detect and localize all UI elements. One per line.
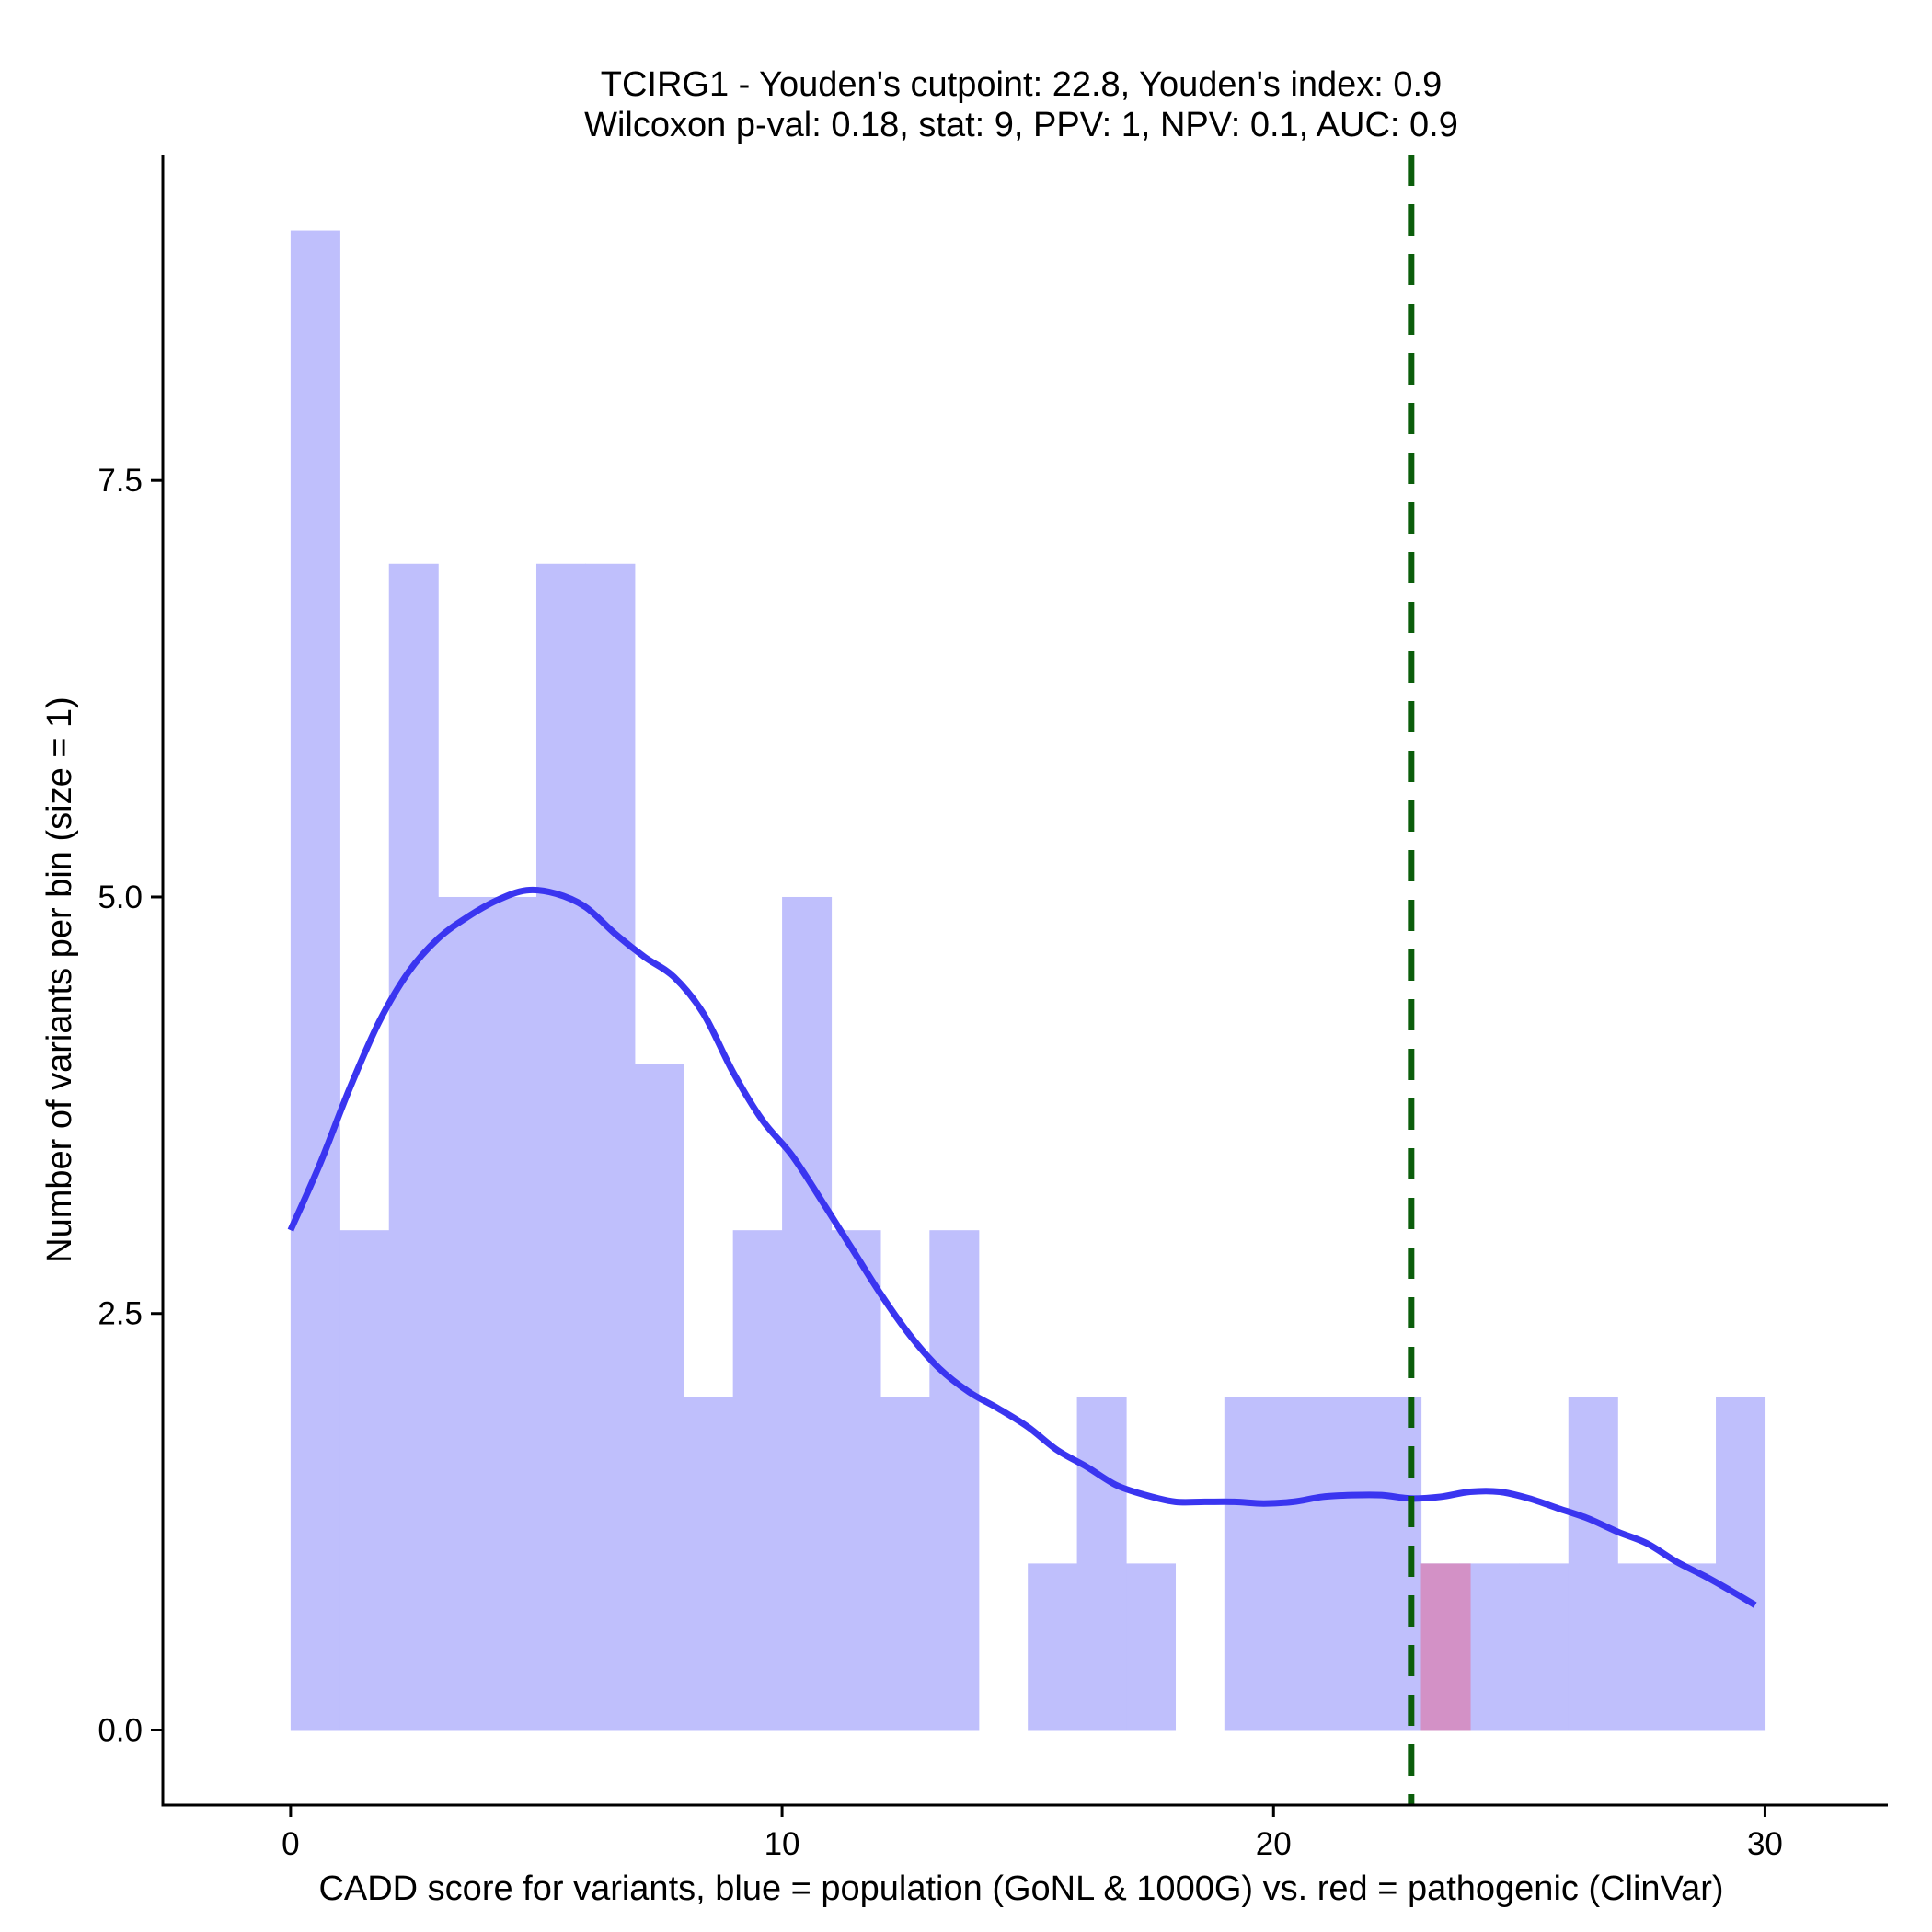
population-bar-3 (438, 896, 489, 1731)
chart-title-line1: TCIRG1 - Youden's cutpoint: 22.8, Youden… (601, 65, 1443, 104)
population-bar-15 (1028, 1563, 1078, 1731)
x-axis-label: CADD score for variants, blue = populati… (318, 1869, 1723, 1908)
y-tick-label: 5.0 (98, 880, 143, 915)
population-bar-28 (1666, 1563, 1717, 1731)
x-tick-label: 0 (282, 1826, 299, 1862)
population-bar-26 (1568, 1397, 1618, 1731)
population-bar-24 (1469, 1563, 1520, 1731)
pathogenic-bars (1420, 1563, 1471, 1731)
population-bar-7 (634, 1064, 684, 1731)
population-bar-21 (1322, 1397, 1373, 1731)
population-density-curve (287, 886, 1757, 1608)
population-bar-9 (732, 1230, 783, 1731)
x-tick-label: 30 (1747, 1826, 1783, 1862)
population-bar-19 (1224, 1397, 1274, 1731)
population-bar-2 (388, 563, 439, 1731)
population-bar-4 (487, 896, 537, 1731)
population-bar-13 (929, 1230, 980, 1731)
population-bars (290, 230, 1766, 1731)
population-bar-17 (1126, 1563, 1177, 1731)
population-bar-6 (585, 563, 636, 1731)
population-bar-5 (535, 563, 587, 1731)
population-bar-8 (684, 1397, 734, 1731)
x-tick-label: 20 (1256, 1826, 1292, 1862)
x-axis-ticks: 0 10 20 30 (282, 1805, 1783, 1862)
population-bar-10 (782, 896, 833, 1731)
population-bar-1 (339, 1230, 390, 1731)
pathogenic-bar-23 (1420, 1563, 1471, 1731)
population-bar-20 (1273, 1397, 1324, 1731)
population-bar-11 (831, 1230, 881, 1731)
y-axis-ticks: 0.0 2.5 5.0 7.5 (98, 463, 163, 1749)
y-tick-label: 2.5 (98, 1296, 143, 1332)
x-tick-label: 10 (765, 1826, 800, 1862)
population-bar-27 (1617, 1563, 1668, 1731)
chart-title-line2: Wilcoxon p-val: 0.18, stat: 9, PPV: 1, N… (584, 106, 1458, 144)
y-tick-label: 0.0 (98, 1713, 143, 1749)
y-tick-label: 7.5 (98, 463, 143, 499)
y-axis-label: Number of variants per bin (size = 1) (40, 696, 79, 1263)
population-bar-0 (290, 230, 340, 1731)
population-bar-29 (1716, 1397, 1766, 1731)
population-bar-12 (880, 1397, 930, 1731)
population-bar-25 (1519, 1563, 1570, 1731)
population-bar-16 (1076, 1397, 1127, 1731)
